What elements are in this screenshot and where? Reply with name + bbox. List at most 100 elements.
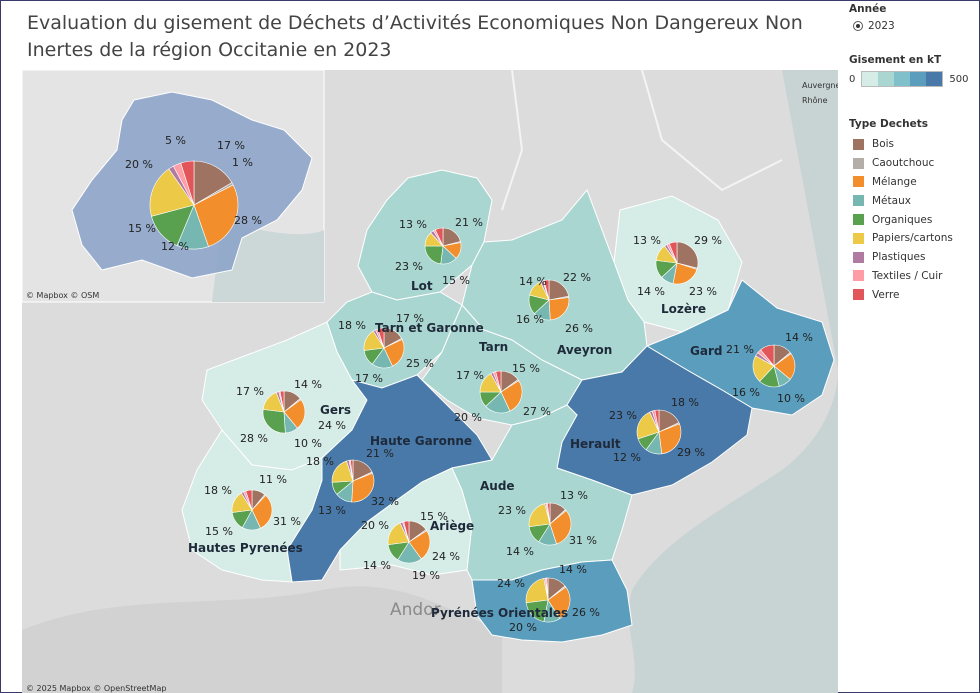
pct-label: 11 % [259, 473, 287, 486]
pct-label: 17 % [396, 312, 424, 325]
pie-haute-garonne[interactable] [331, 459, 375, 503]
pct-label: 18 % [204, 484, 232, 497]
legend-item-m-lange[interactable]: Mélange [849, 173, 953, 192]
pie-slice-verre[interactable] [350, 459, 354, 482]
pie-loz-re[interactable] [655, 241, 699, 285]
pie-slice-m-lange[interactable] [549, 510, 572, 545]
pie-slice-verre[interactable] [245, 489, 253, 511]
pie-slice-verre[interactable] [654, 409, 660, 433]
region-label-aude: Aude [480, 479, 515, 493]
pct-label: 18 % [671, 396, 699, 409]
pct-label: 19 % [412, 569, 440, 582]
pie-tarn-et-garonne[interactable] [363, 327, 405, 369]
pie-slice-verre[interactable] [377, 327, 385, 349]
pie-gard[interactable] [752, 344, 796, 388]
pie-slice-verre[interactable] [668, 241, 678, 264]
legend-item-caoutchouc[interactable]: Caoutchouc [849, 154, 953, 173]
pie-gers[interactable] [262, 390, 306, 434]
pie-slice-verre[interactable] [434, 227, 444, 247]
pie-aude[interactable] [528, 502, 572, 546]
ramp-step-0 [862, 72, 879, 86]
region-label-gard: Gard [690, 344, 722, 358]
pie-slice-bois[interactable] [193, 160, 233, 206]
legend-swatch [853, 270, 864, 282]
pct-label: 21 % [726, 343, 754, 356]
pie-slice-m-lange[interactable] [351, 472, 375, 503]
pie-slice-bois[interactable] [676, 241, 699, 269]
pie-lot[interactable] [424, 227, 462, 265]
legend-swatch [853, 176, 864, 188]
legend-item-m-taux[interactable]: Métaux [849, 191, 953, 210]
pie-slice-verre[interactable] [547, 502, 551, 525]
year-radio-2023[interactable]: 2023 [853, 20, 895, 32]
region-label-pyr-n-es-orientales: Pyrénées Orientales [431, 606, 568, 620]
pie-slice-verre[interactable] [279, 390, 285, 413]
pie-slice-verre[interactable] [760, 344, 775, 367]
legend-label: Caoutchouc [872, 157, 935, 170]
pie-occitanie[interactable] [149, 160, 239, 250]
pie-slice-m-lange[interactable] [383, 339, 405, 367]
pct-label: 14 % [506, 545, 534, 558]
year-filter: Année 2023 [849, 3, 895, 32]
pie-hautes-pyren-es[interactable] [231, 489, 273, 531]
pie-slice-organiques[interactable] [262, 409, 286, 434]
pct-label: 20 % [361, 519, 389, 532]
pct-label: 12 % [161, 240, 189, 253]
ramp-title: Gisement en kT [849, 54, 942, 66]
pct-label: 25 % [406, 357, 434, 370]
pie-slice-m-lange[interactable] [548, 297, 570, 321]
legend-label: Mélange [872, 175, 917, 188]
legend-item-bois[interactable]: Bois [849, 135, 953, 154]
pct-label: 12 % [613, 451, 641, 464]
legend-item-papiers-cartons[interactable]: Papiers/cartons [849, 229, 953, 248]
pct-label: 10 % [777, 392, 805, 405]
pie-slice-verre[interactable] [495, 370, 502, 393]
sea-area [629, 70, 838, 693]
pie-slice-papiers-cartons[interactable] [525, 578, 549, 604]
pie-slice-m-lange[interactable] [408, 530, 431, 560]
pie-slice-m-lange[interactable] [547, 586, 571, 619]
pie-slice-verre[interactable] [543, 279, 550, 301]
legend-item-plastiques[interactable]: Plastiques [849, 248, 953, 267]
pie-slice-verre[interactable] [546, 577, 549, 601]
legend-item-verre[interactable]: Verre [849, 285, 953, 304]
occitanie-map[interactable]: Auvergne- Rhône Andor © Mapbox © OSM © 2… [22, 70, 838, 693]
map-attribution: © 2025 Mapbox © OpenStreetMap [26, 684, 166, 693]
pct-label: 15 % [442, 274, 470, 287]
pct-label: 14 % [785, 331, 813, 344]
pct-label: 13 % [633, 234, 661, 247]
legend-label: Papiers/cartons [872, 232, 953, 245]
dept-aude[interactable] [451, 404, 633, 581]
pie-slice-verre[interactable] [403, 520, 410, 543]
pie-slice-papiers-cartons[interactable] [636, 411, 660, 440]
region-label-gers: Gers [320, 403, 351, 417]
region-label-ari-ge: Ariège [430, 519, 474, 533]
pie-tarn[interactable] [479, 370, 523, 414]
pct-label: 21 % [455, 216, 483, 229]
year-radio-label: 2023 [868, 20, 895, 32]
region-label-herault: Herault [570, 437, 621, 451]
pie-ari-ge[interactable] [387, 520, 431, 564]
pct-label: 18 % [338, 319, 366, 332]
pie-herault[interactable] [636, 409, 682, 455]
pct-label: 17 % [236, 385, 264, 398]
legend-item-textiles-cuir[interactable]: Textiles / Cuir [849, 267, 953, 286]
legend-swatch [853, 157, 864, 169]
pie-slice-papiers-cartons[interactable] [149, 168, 195, 217]
pct-label: 20 % [125, 158, 153, 171]
pie-slice-m-lange[interactable] [500, 380, 523, 412]
spain-terrain [22, 586, 502, 693]
pct-label: 26 % [565, 322, 593, 335]
pie-slice-m-lange[interactable] [283, 399, 306, 429]
pie-aveyron[interactable] [528, 279, 570, 321]
pie-slice-m-lange[interactable] [658, 423, 682, 455]
pct-label: 17 % [217, 139, 245, 152]
legend-item-organiques[interactable]: Organiques [849, 210, 953, 229]
pie-slice-verre[interactable] [180, 160, 195, 206]
pie-slice-m-lange[interactable] [193, 184, 239, 247]
pct-label: 31 % [569, 534, 597, 547]
legend-label: Bois [872, 138, 895, 151]
pct-label: 21 % [366, 447, 394, 460]
radio-selected-icon [853, 21, 863, 31]
pie-pyr-n-es-orientales[interactable] [525, 577, 571, 623]
